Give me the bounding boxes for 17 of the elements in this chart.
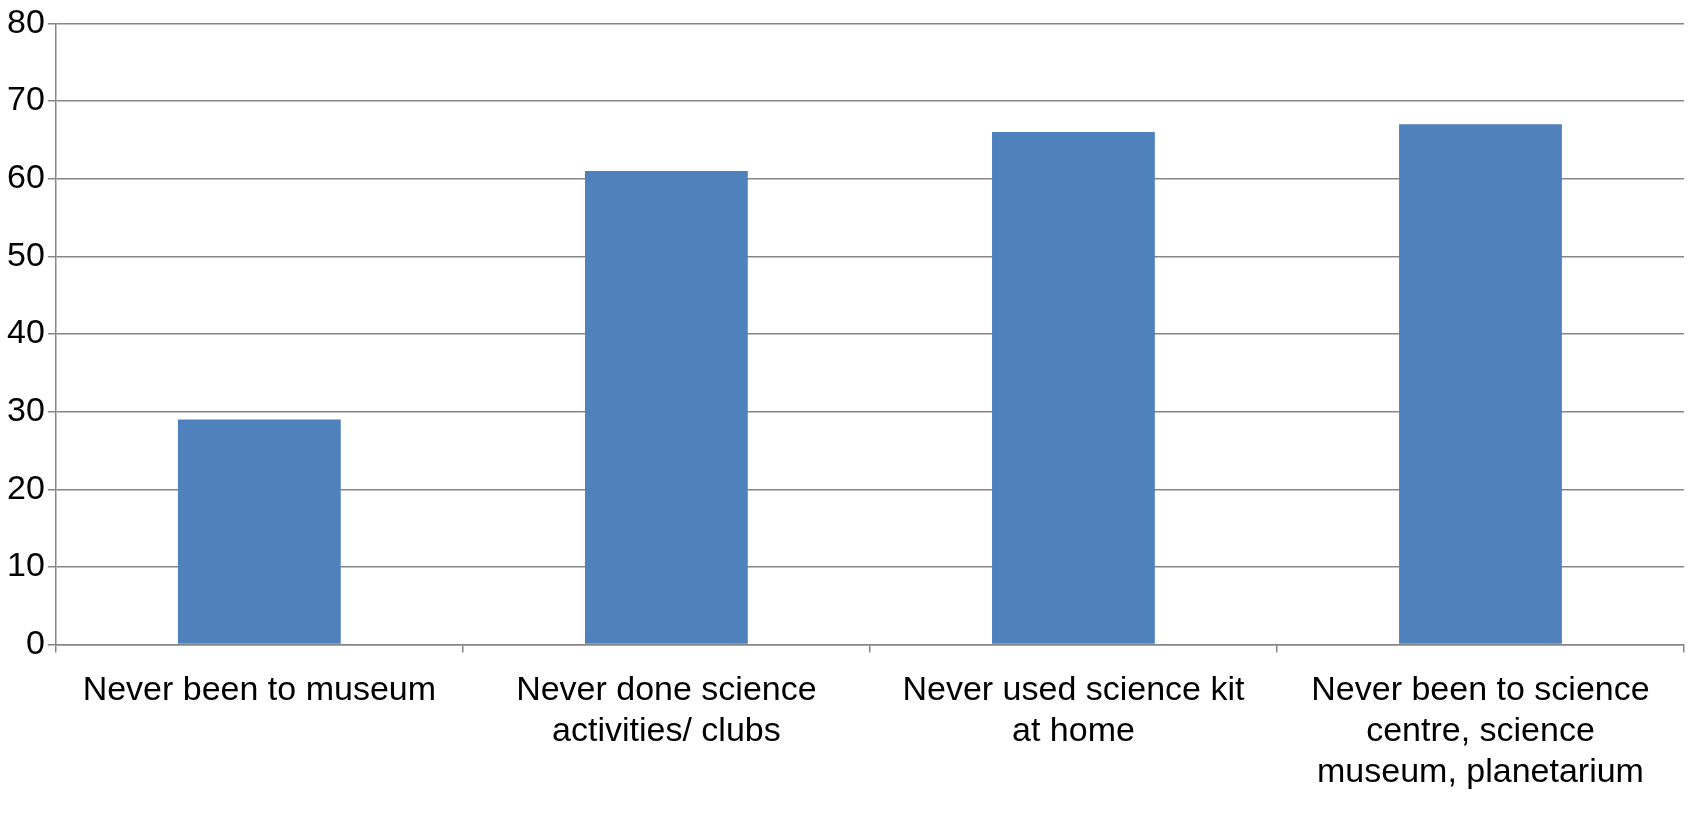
y-tick-label: 50 [6, 234, 45, 273]
bar [584, 170, 748, 644]
bar [992, 132, 1155, 644]
x-tick-label: Never used science kit at home [902, 669, 1245, 749]
x-tick-label: Never been to science centre, science museum, planetarium [1311, 669, 1650, 789]
y-tick-label: 30 [6, 390, 45, 429]
x-tick-label: Never done science activities/ clubs [516, 669, 817, 749]
bar [177, 419, 341, 644]
y-tick-label: 0 [25, 622, 45, 661]
y-tick-label: 60 [6, 157, 45, 196]
y-tick-label: 40 [6, 312, 45, 351]
bar [1399, 124, 1562, 644]
x-tick-label: Never been to museum [82, 669, 437, 708]
y-tick-label: 80 [6, 1, 45, 40]
y-tick-label: 10 [6, 545, 45, 584]
y-tick-label: 20 [6, 467, 45, 506]
y-tick-label: 70 [6, 79, 45, 118]
